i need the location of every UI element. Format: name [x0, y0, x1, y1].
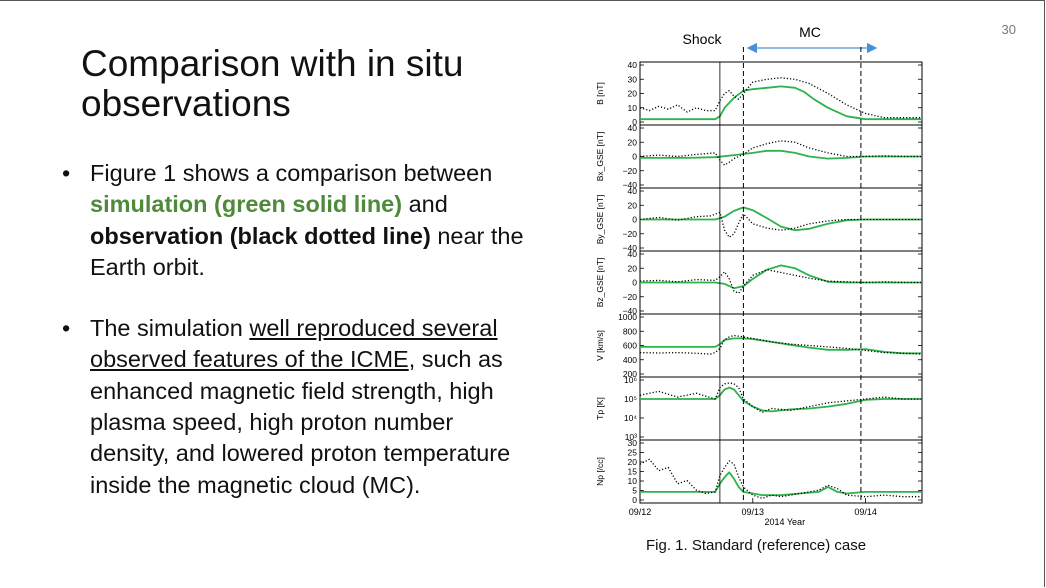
panel-5: 1000 800 600 400 200 V [km/s]	[595, 312, 923, 379]
y-tick-label: 40	[628, 186, 638, 196]
y-tick-label: −40	[623, 180, 638, 190]
y-tick-label: 400	[623, 355, 637, 365]
simulation-line	[640, 471, 922, 497]
bullet-1-text-c: near the Earth orbit.	[90, 222, 524, 280]
simulation-line	[640, 264, 922, 290]
panel-3: 40 20 0 −20 −40 By_GSE [nT]	[595, 186, 923, 253]
y-tick-label: −20	[623, 292, 638, 302]
y-tick-label: 20	[628, 89, 638, 99]
observation-line	[639, 382, 922, 413]
y-tick-label: 10³	[625, 432, 637, 442]
y-tick-label: 0	[632, 215, 637, 225]
panel-4: 40 20 0 −20 −40 Bz_GSE [nT]	[595, 249, 923, 316]
y-tick-label: 0	[632, 117, 637, 127]
y-tick-label: 40	[628, 123, 638, 133]
y-tick-label: −20	[623, 229, 638, 239]
y-tick-label: 600	[623, 341, 637, 351]
panel-frame	[639, 61, 923, 126]
y-tick-label: 30	[628, 74, 638, 84]
y-tick-label: 15	[628, 467, 638, 477]
simulation-line	[640, 337, 922, 355]
bullet-list: • Figure 1 shows a comparison between si…	[62, 158, 532, 531]
y-axis-label: Tp [K]	[595, 397, 605, 420]
bullet-dot-icon: •	[62, 160, 71, 186]
bullet-2-text-a: The simulation	[90, 315, 250, 342]
y-tick-label: 40	[628, 249, 638, 259]
x-tick-label: 09/13	[742, 507, 765, 517]
y-tick-label: 0	[632, 152, 637, 162]
shock-label: Shock	[683, 31, 723, 47]
y-tick-label: 10⁴	[624, 413, 637, 423]
panel-frame	[639, 376, 923, 441]
bullet-item-1: • Figure 1 shows a comparison between si…	[62, 158, 532, 283]
y-axis-label: Bx_GSE [nT]	[595, 132, 605, 182]
mc-label: MC	[799, 24, 821, 40]
bullet-1-simulation-highlight: simulation (green solid line)	[90, 191, 403, 218]
y-axis-label: V [km/s]	[595, 330, 605, 361]
panel-1: 40 30 20 10 0 B [nT]	[595, 60, 923, 127]
observation-line	[639, 77, 922, 119]
y-axis-label: By_GSE [nT]	[595, 195, 605, 245]
y-tick-label: 20	[628, 457, 638, 467]
slide-title: Comparison with in situ observations	[81, 44, 541, 124]
figure-caption: Fig. 1. Standard (reference) case	[646, 537, 867, 554]
y-tick-label: 10	[628, 476, 638, 486]
title-line-2: observations	[81, 83, 291, 124]
simulation-line	[640, 206, 922, 232]
y-tick-label: 20	[628, 137, 638, 147]
y-tick-label: 1000	[618, 312, 637, 322]
x-axis-label: 2014 Year	[765, 517, 806, 527]
y-tick-label: −20	[623, 166, 638, 176]
y-tick-label: 200	[623, 369, 637, 379]
y-tick-label: 30	[628, 438, 638, 448]
observation-line	[639, 211, 922, 238]
bullet-dot-icon: •	[62, 315, 71, 342]
panel-frame	[639, 439, 923, 504]
x-tick-label: 09/14	[854, 507, 877, 517]
simulation-line	[640, 85, 922, 121]
panel-6: 10⁶ 10⁵ 10⁴ 10³ Tp [K]	[595, 375, 923, 442]
bullet-1-text-b: and	[402, 191, 448, 218]
y-tick-label: 10⁶	[624, 375, 637, 385]
y-axis-label: Bz_GSE [nT]	[595, 258, 605, 308]
figure: Shock MC 40 30 20 10 0 B [nT] 40 20 0 −20 −40 Bx_GS…	[580, 15, 940, 535]
bullet-1-text-a: Figure 1 shows a comparison between	[90, 160, 493, 186]
y-tick-label: −40	[623, 243, 638, 253]
panel-frame	[639, 313, 923, 378]
y-tick-label: 5	[632, 486, 637, 496]
y-axis-label: Np [/cc]	[595, 457, 605, 486]
bullet-2-underlined: well reproduced several observed feature…	[90, 315, 498, 373]
y-tick-label: 10⁵	[624, 394, 637, 404]
y-tick-label: −40	[623, 306, 638, 316]
bullet-2-text-b: , such as enhanced magnetic field streng…	[90, 346, 511, 498]
y-tick-label: 10	[628, 103, 638, 113]
y-tick-label: 25	[628, 448, 638, 458]
y-tick-label: 0	[632, 495, 637, 505]
y-tick-label: 20	[628, 200, 638, 210]
title-line-1: Comparison with in situ	[81, 43, 464, 84]
observation-line	[639, 334, 923, 355]
y-tick-label: 0	[632, 278, 637, 288]
y-tick-label: 800	[623, 326, 637, 336]
simulation-line	[640, 149, 922, 160]
observation-line	[639, 140, 922, 166]
y-tick-label: 40	[628, 60, 638, 70]
simulation-line	[640, 386, 922, 413]
bullet-1-observation-highlight: observation (black dotted line)	[90, 222, 431, 249]
y-tick-label: 20	[628, 263, 638, 273]
x-tick-label: 09/12	[629, 507, 652, 517]
slide-number: 30	[1001, 22, 1016, 37]
bullet-item-2: • The simulation well reproduced several…	[62, 313, 532, 501]
observation-line	[639, 269, 922, 294]
panel-2: 40 20 0 −20 −40 Bx_GSE [nT]	[595, 123, 923, 190]
y-axis-label: B [nT]	[595, 82, 605, 105]
